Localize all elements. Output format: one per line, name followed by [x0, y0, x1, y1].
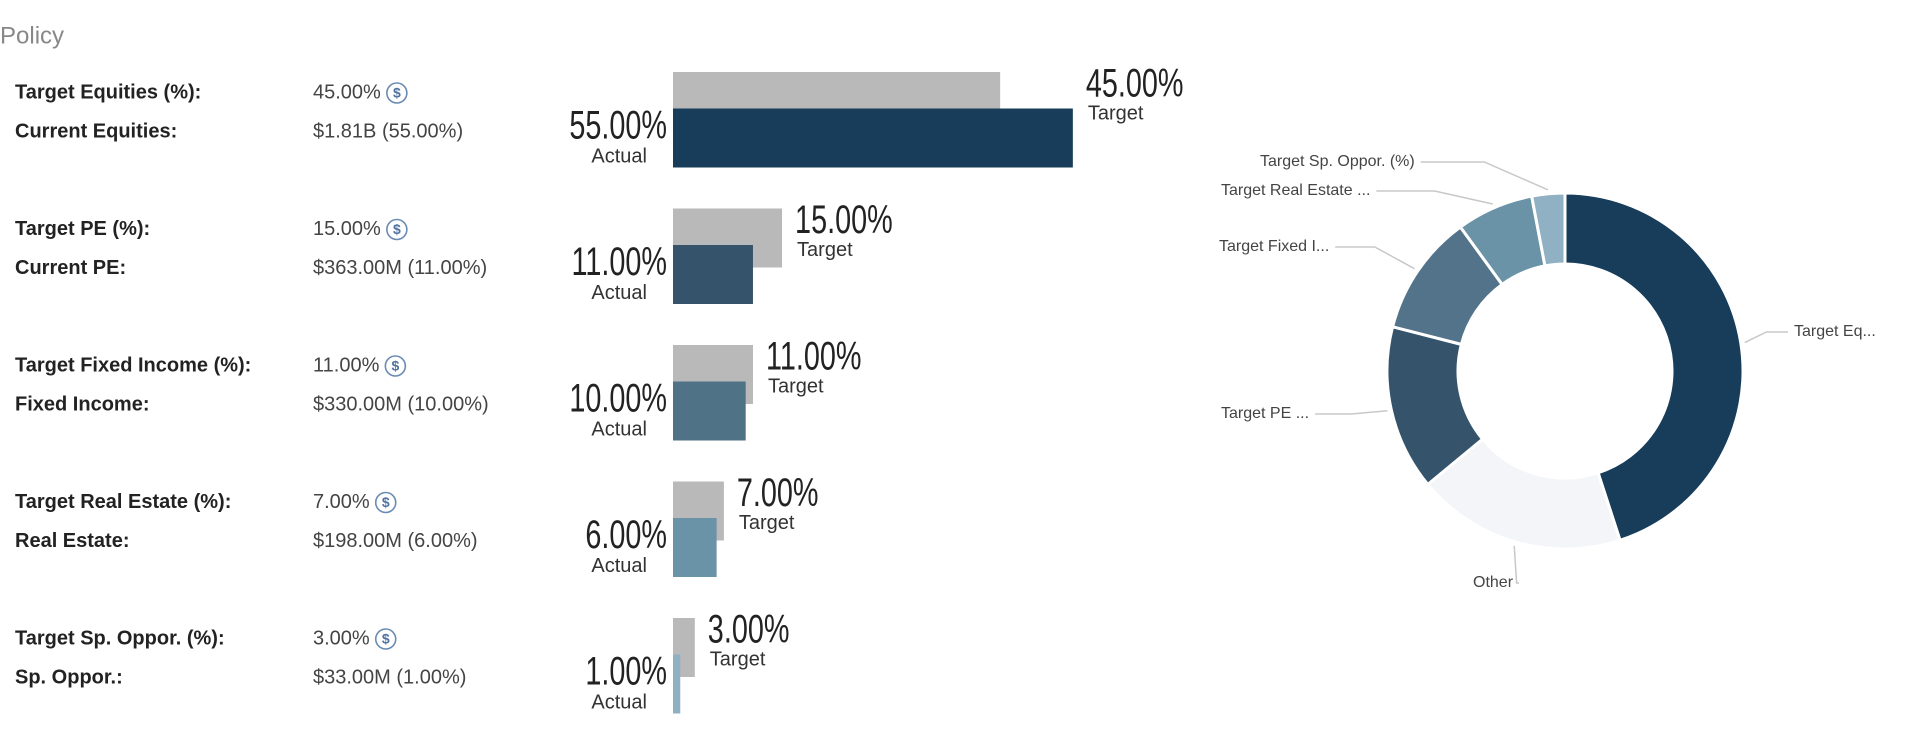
actual-bar	[673, 518, 717, 577]
current-label: Current Equities:	[15, 120, 177, 142]
target-percent: 7.00%	[737, 470, 819, 515]
target-percent: 45.00%	[1086, 61, 1184, 106]
current-value: $330.00M (10.00%)	[313, 393, 489, 415]
leader-line	[1513, 545, 1520, 584]
currency-icon-glyph: $	[382, 631, 390, 647]
target-value: 3.00%	[313, 627, 370, 649]
target-percent-group: 11.00%	[766, 334, 862, 379]
actual-percent: 11.00%	[571, 239, 667, 284]
actual-caption: Actual	[591, 282, 647, 304]
panel-title: Policy	[0, 22, 64, 49]
actual-percent: 6.00%	[585, 512, 667, 557]
leader-line	[1335, 246, 1415, 270]
actual-percent: 1.00%	[585, 649, 667, 694]
target-value: 15.00%	[313, 218, 381, 240]
actual-percent-group: 6.00%	[585, 512, 667, 557]
target-caption: Target	[768, 375, 824, 397]
donut-label: Target Real Estate ...	[1221, 182, 1370, 199]
target-percent-group: 45.00%	[1086, 61, 1184, 106]
leader-line	[1744, 331, 1788, 344]
donut-label: Target Sp. Oppor. (%)	[1260, 153, 1415, 170]
leader-line	[1376, 190, 1493, 205]
actual-bar	[673, 245, 753, 304]
target-caption: Target	[1088, 102, 1144, 124]
actual-percent: 55.00%	[569, 103, 667, 148]
donut-slice	[1425, 437, 1622, 551]
target-label: Target Fixed Income (%):	[15, 354, 251, 376]
currency-icon	[384, 355, 407, 377]
target-value: 7.00%	[313, 491, 370, 513]
target-percent: 3.00%	[708, 607, 790, 652]
target-percent-group: 7.00%	[737, 470, 819, 515]
donut-slice	[1563, 191, 1745, 543]
target-value: 11.00%	[313, 354, 380, 376]
target-percent: 11.00%	[766, 334, 862, 379]
actual-caption: Actual	[591, 691, 647, 713]
leader-line	[1420, 161, 1549, 191]
actual-percent-group: 1.00%	[585, 649, 667, 694]
target-caption: Target	[710, 648, 766, 670]
currency-icon-glyph: $	[391, 358, 399, 374]
currency-icon-glyph: $	[393, 221, 401, 237]
currency-icon	[386, 218, 408, 241]
actual-caption: Actual	[591, 418, 647, 440]
target-label: Target Equities (%):	[15, 81, 201, 103]
currency-icon	[374, 628, 397, 650]
target-label: Target PE (%):	[15, 218, 150, 240]
current-label: Current PE:	[15, 257, 126, 279]
target-label: Target Sp. Oppor. (%):	[15, 627, 225, 649]
current-value: $33.00M (1.00%)	[313, 666, 466, 688]
currency-icon-glyph: $	[382, 494, 390, 510]
target-label: Target Real Estate (%):	[15, 491, 231, 513]
current-label: Real Estate:	[15, 530, 130, 552]
donut-label: Target Fixed I...	[1219, 238, 1329, 255]
actual-bar	[673, 381, 746, 441]
target-caption: Target	[739, 512, 795, 534]
currency-icon	[386, 82, 408, 104]
actual-bar	[673, 654, 681, 714]
target-percent: 15.00%	[795, 197, 893, 242]
donut-label: Target Eq...	[1794, 323, 1876, 340]
currency-icon	[374, 491, 397, 514]
current-label: Fixed Income:	[15, 393, 149, 415]
current-value: $1.81B (55.00%)	[313, 120, 463, 142]
current-value: $198.00M (6.00%)	[313, 530, 478, 552]
current-value: $363.00M (11.00%)	[313, 257, 487, 279]
actual-percent: 10.00%	[569, 376, 667, 421]
actual-percent-group: 11.00%	[571, 239, 667, 284]
actual-percent-group: 10.00%	[569, 376, 667, 421]
target-percent-group: 3.00%	[708, 607, 790, 652]
actual-caption: Actual	[591, 145, 647, 167]
donut-slice	[1529, 191, 1567, 268]
actual-percent-group: 55.00%	[569, 103, 667, 148]
currency-icon-glyph: $	[393, 85, 401, 101]
target-percent-group: 15.00%	[795, 197, 893, 242]
donut-label: Target PE ...	[1221, 405, 1309, 422]
donut-label: Other	[1473, 574, 1514, 591]
actual-bar	[673, 108, 1073, 168]
actual-caption: Actual	[591, 555, 647, 577]
current-label: Sp. Oppor.:	[15, 666, 123, 688]
leader-line	[1315, 409, 1388, 415]
target-value: 45.00%	[313, 81, 381, 103]
target-caption: Target	[797, 239, 853, 261]
